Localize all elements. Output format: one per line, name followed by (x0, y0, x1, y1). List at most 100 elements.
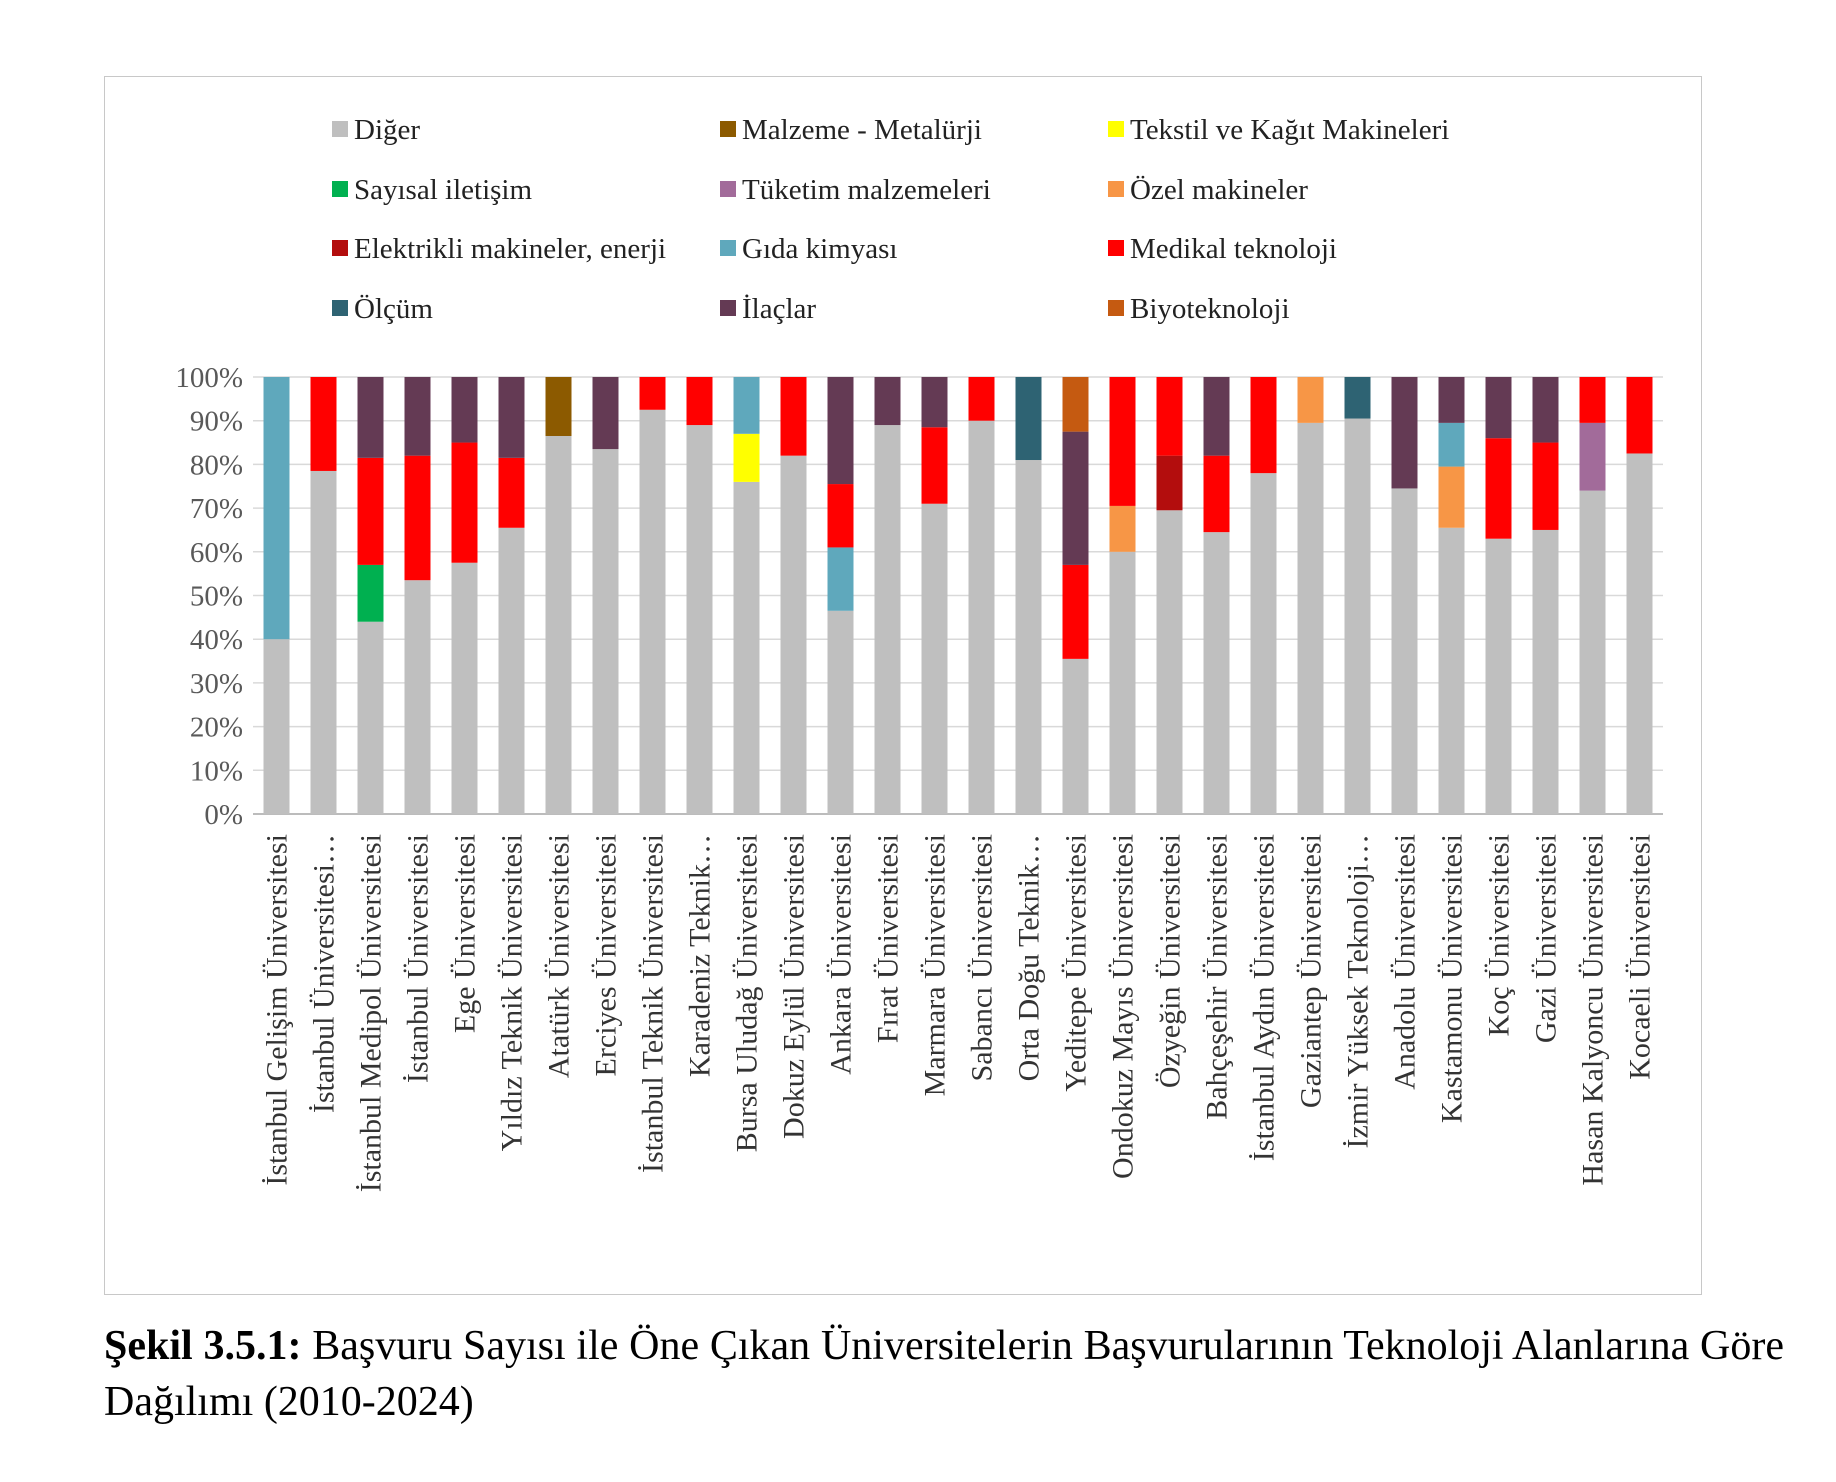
legend-swatch-biyoteknoloji (1108, 300, 1124, 316)
bar-segment-i-la-lar (1062, 431, 1089, 565)
bar-segment-malzeme-metal-rji (545, 377, 572, 436)
bar-segment-g-da-kimyas (1438, 422, 1465, 467)
bar-segment-di-er (1485, 538, 1512, 814)
x-tick-label: Erciyes Üniversitesi (590, 834, 623, 1076)
bar-segment-i-la-lar (592, 377, 619, 450)
x-tick-label: Ege Üniversitesi (449, 834, 482, 1033)
legend-label-malzeme-metal-rji: Malzeme - Metalürji (742, 114, 982, 146)
bar-segment-i-la-lar (357, 377, 384, 458)
legend-swatch-t-ketim-malzemeleri (720, 181, 736, 197)
bar-segment-di-er (310, 470, 337, 814)
legend-label-di-er: Diğer (354, 114, 420, 146)
bar-segment-i-la-lar (1203, 377, 1230, 456)
x-tick-label: İstanbul Gelişim Üniversitesi (261, 834, 294, 1186)
x-tick-label: Anadolu Üniversitesi (1389, 834, 1422, 1090)
y-tick-label: 40% (190, 624, 243, 656)
x-tick-label: Gazi Üniversitesi (1530, 834, 1563, 1043)
x-tick-label: Marmara Üniversitesi (919, 834, 952, 1096)
bar-segment-di-er (874, 425, 901, 814)
bar-segment-i-la-lar (1391, 377, 1418, 489)
legend-swatch-zel-makineler (1108, 181, 1124, 197)
bar-segment-medikal-teknoloji (686, 377, 713, 426)
y-tick-label: 100% (175, 362, 243, 394)
bar-segment-i-la-lar (404, 377, 431, 456)
x-tick-label: Yıldız Teknik Üniversitesi (496, 834, 529, 1151)
bar-segment-di-er (968, 420, 995, 814)
legend-label-say-sal-ileti-im: Sayısal iletişim (354, 174, 532, 206)
legend-swatch-say-sal-ileti-im (332, 181, 348, 197)
bar-segment-di-er (451, 562, 478, 814)
legend-swatch-elektrikli-makineler-enerji (332, 240, 348, 256)
bar-segment-di-er (1062, 658, 1089, 814)
stacked-bar-chart: Diğer Malzeme - Metalürji Tekstil ve Kağıt… (175, 114, 1663, 1192)
bar-segment-medikal-teknoloji (1532, 442, 1559, 530)
x-tick-label: İstanbul Aydın Üniversitesi (1248, 834, 1281, 1161)
bar-segment-di-er (1156, 510, 1183, 814)
bar-segment-medikal-teknoloji (451, 442, 478, 563)
bar-segment-i-la-lar (827, 377, 854, 485)
bar-segment-i-la-lar (874, 377, 901, 426)
x-tick-label: Yeditepe Üniversitesi (1060, 834, 1093, 1092)
bar-segment-di-er (1015, 460, 1042, 814)
legend: Diğer Malzeme - Metalürji Tekstil ve Kağıt… (332, 114, 1449, 325)
bar-segment-di-er (545, 435, 572, 814)
legend-label-elektrikli-makineler-enerji: Elektrikli makineler, enerji (354, 233, 666, 265)
legend-swatch-medikal-teknoloji (1108, 240, 1124, 256)
legend-swatch-i-la-lar (720, 300, 736, 316)
x-tick-label: Bahçeşehir Üniversitesi (1201, 834, 1234, 1120)
bar-segment-medikal-teknoloji (1626, 377, 1653, 454)
legend-label-g-da-kimyas: Gıda kimyası (742, 233, 897, 265)
x-tick-label: Ankara Üniversitesi (825, 834, 858, 1075)
x-tick-label: Sabancı Üniversitesi (966, 834, 999, 1081)
bar-segment-medikal-teknoloji (310, 377, 337, 471)
bar-segment-medikal-teknoloji (1109, 377, 1136, 506)
bar-segment-t-ketim-malzemeleri (1579, 422, 1606, 491)
y-tick-label: 0% (204, 799, 243, 831)
bar-segment-di-er (1109, 551, 1136, 814)
bar-segment-di-er (1579, 490, 1606, 814)
bar-segment-di-er (733, 481, 760, 814)
bar-segment-di-er (1391, 488, 1418, 814)
bar-segment-g-da-kimyas (733, 377, 760, 434)
bar-segment-elektrikli-makineler-enerji (1156, 455, 1183, 511)
bar-segment-di-er (1438, 527, 1465, 814)
bar-segment-medikal-teknoloji (827, 484, 854, 548)
legend-label-l-m: Ölçüm (354, 293, 433, 325)
y-tick-label: 80% (190, 449, 243, 481)
x-tick-label: İstanbul Üniversitesi (402, 834, 435, 1083)
bar-segment-say-sal-ileti-im (357, 564, 384, 622)
x-axis: İstanbul Gelişim Üniversitesi İstanbul Ün… (261, 834, 1657, 1192)
bar-segment-medikal-teknoloji (639, 377, 666, 410)
figure-caption: Şekil 3.5.1: Başvuru Sayısı ile Öne Çıka… (104, 1318, 1784, 1430)
bar-segment-di-er (1344, 418, 1371, 814)
bar-segment-medikal-teknoloji (921, 427, 948, 504)
legend-swatch-g-da-kimyas (720, 240, 736, 256)
x-tick-label: Orta Doğu Teknik… (1013, 834, 1046, 1081)
bar-segment-medikal-teknoloji (780, 377, 807, 456)
bar-segment-di-er (1203, 532, 1230, 814)
y-tick-label: 20% (190, 712, 243, 744)
legend-label-tekstil-ve-ka-t-makineleri: Tekstil ve Kağıt Makineleri (1130, 114, 1449, 146)
bar-segment-i-la-lar (1532, 377, 1559, 443)
bar-segment-medikal-teknoloji (404, 455, 431, 581)
bar-segment-di-er (498, 527, 525, 814)
figure-caption-label: Şekil 3.5.1: (104, 1323, 302, 1369)
x-tick-label: Koç Üniversitesi (1483, 834, 1516, 1036)
bar-segment-medikal-teknoloji (498, 457, 525, 528)
y-tick-label: 70% (190, 493, 243, 525)
bar-segment-i-la-lar (498, 377, 525, 458)
bar-segment-di-er (780, 455, 807, 814)
bar-segment-medikal-teknoloji (1156, 377, 1183, 456)
x-tick-label: Karadeniz Teknik… (684, 834, 717, 1077)
legend-label-biyoteknoloji: Biyoteknoloji (1130, 293, 1290, 325)
x-tick-label: Atatürk Üniversitesi (543, 834, 576, 1078)
bar-segment-di-er (1626, 453, 1653, 814)
x-tick-label: Bursa Uludağ Üniversitesi (731, 834, 764, 1152)
y-axis: 0% 10% 20% 30% 40% 50% 60% 70% 80% 90% 100% (175, 362, 243, 831)
bar-segment-g-da-kimyas (827, 547, 854, 611)
bar-segment-di-er (404, 580, 431, 814)
bar-segment-i-la-lar (921, 377, 948, 428)
legend-label-medikal-teknoloji: Medikal teknoloji (1130, 233, 1337, 265)
bar-segment-medikal-teknoloji (1062, 564, 1089, 659)
chart-frame: Diğer Malzeme - Metalürji Tekstil ve Kağıt… (104, 76, 1702, 1295)
